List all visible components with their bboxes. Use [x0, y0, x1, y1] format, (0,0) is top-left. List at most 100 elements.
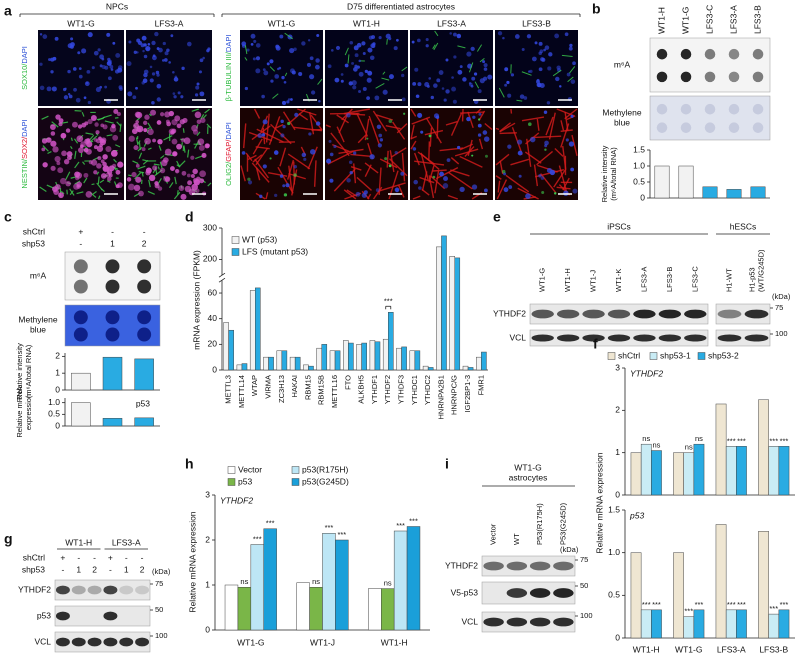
cell — [241, 151, 246, 155]
cell — [471, 76, 476, 81]
fiber — [536, 118, 540, 131]
fiber — [183, 145, 186, 153]
band — [582, 334, 605, 342]
fiber — [497, 180, 501, 193]
cell — [466, 116, 471, 122]
lane-label: H1-WT — [724, 268, 733, 292]
cell — [149, 65, 153, 69]
cell — [87, 118, 93, 125]
cell — [67, 92, 71, 96]
fiber — [256, 128, 284, 143]
cell — [95, 87, 101, 93]
cell — [310, 90, 316, 95]
cell — [570, 79, 576, 84]
x-tick-label: YTHDC2 — [423, 375, 432, 405]
band — [633, 334, 656, 342]
cell — [554, 33, 560, 39]
fiber — [99, 179, 105, 184]
bar — [481, 351, 487, 371]
cell — [170, 130, 175, 135]
fiber — [382, 71, 386, 75]
cell — [536, 78, 540, 82]
cell — [138, 190, 144, 197]
y-tick-label: 1.0 — [608, 547, 620, 557]
bar — [71, 372, 91, 391]
cell — [108, 165, 115, 172]
cell — [175, 169, 179, 173]
fiber — [468, 62, 474, 73]
legend-swatch — [231, 236, 240, 244]
x-tick-label: METTL3 — [224, 375, 233, 404]
cell — [418, 186, 422, 190]
dot — [704, 48, 716, 60]
cell — [351, 61, 355, 65]
column-label: WT1-G — [268, 18, 295, 28]
cell — [77, 51, 81, 55]
dot — [656, 71, 668, 83]
micrograph — [240, 30, 323, 106]
fiber — [179, 160, 186, 167]
cell — [99, 64, 103, 68]
cell — [293, 173, 297, 177]
fiber — [91, 183, 95, 186]
cell — [110, 68, 114, 71]
cell — [151, 40, 156, 46]
fiber — [173, 191, 181, 200]
fiber — [432, 44, 436, 50]
fiber — [137, 140, 141, 144]
cell — [128, 40, 132, 44]
fiber — [146, 127, 151, 130]
cell — [353, 67, 358, 72]
bar — [374, 341, 381, 371]
fiber — [432, 169, 447, 172]
cell — [565, 138, 569, 142]
cell — [335, 45, 341, 50]
dot — [752, 103, 764, 115]
cell — [105, 146, 112, 153]
cell — [252, 57, 256, 61]
blot — [54, 631, 151, 653]
panel-letter: g — [4, 531, 13, 547]
blot — [649, 95, 771, 141]
cell — [438, 70, 444, 75]
fiber — [70, 137, 73, 142]
cell — [273, 150, 279, 155]
fiber — [433, 42, 439, 51]
column-label: LFS3-B — [522, 18, 551, 28]
y-axis-label: Relative mRNA — [15, 386, 24, 437]
fiber — [505, 174, 530, 193]
fiber — [39, 186, 47, 192]
x-tick-label: RBM15B — [317, 375, 326, 405]
fiber — [147, 122, 153, 130]
marker-label: 75 — [775, 303, 783, 312]
fiber — [478, 138, 484, 150]
condition-mark: - — [141, 552, 144, 562]
cell — [109, 125, 117, 133]
bar — [758, 531, 769, 639]
cell — [194, 111, 202, 119]
cell — [152, 138, 156, 143]
lane-label: Vector — [489, 523, 498, 545]
fiber — [313, 160, 317, 187]
fiber — [381, 77, 390, 81]
band — [506, 617, 528, 627]
bar — [134, 417, 154, 427]
bar — [236, 364, 243, 371]
fiber — [92, 190, 97, 195]
x-tick-label: WT1-G — [237, 637, 264, 647]
band — [553, 588, 574, 598]
bar — [303, 364, 309, 371]
bar — [329, 350, 336, 371]
cell — [286, 100, 290, 104]
fiber — [134, 172, 142, 180]
group-title: iPSCs — [607, 221, 631, 231]
cell — [110, 150, 118, 157]
fiber — [141, 171, 144, 177]
cell — [147, 42, 151, 46]
condition-mark: + — [78, 226, 83, 236]
cell — [262, 164, 267, 169]
dot — [680, 103, 692, 115]
cell — [528, 122, 532, 127]
cell — [483, 136, 490, 142]
fiber — [401, 152, 406, 182]
